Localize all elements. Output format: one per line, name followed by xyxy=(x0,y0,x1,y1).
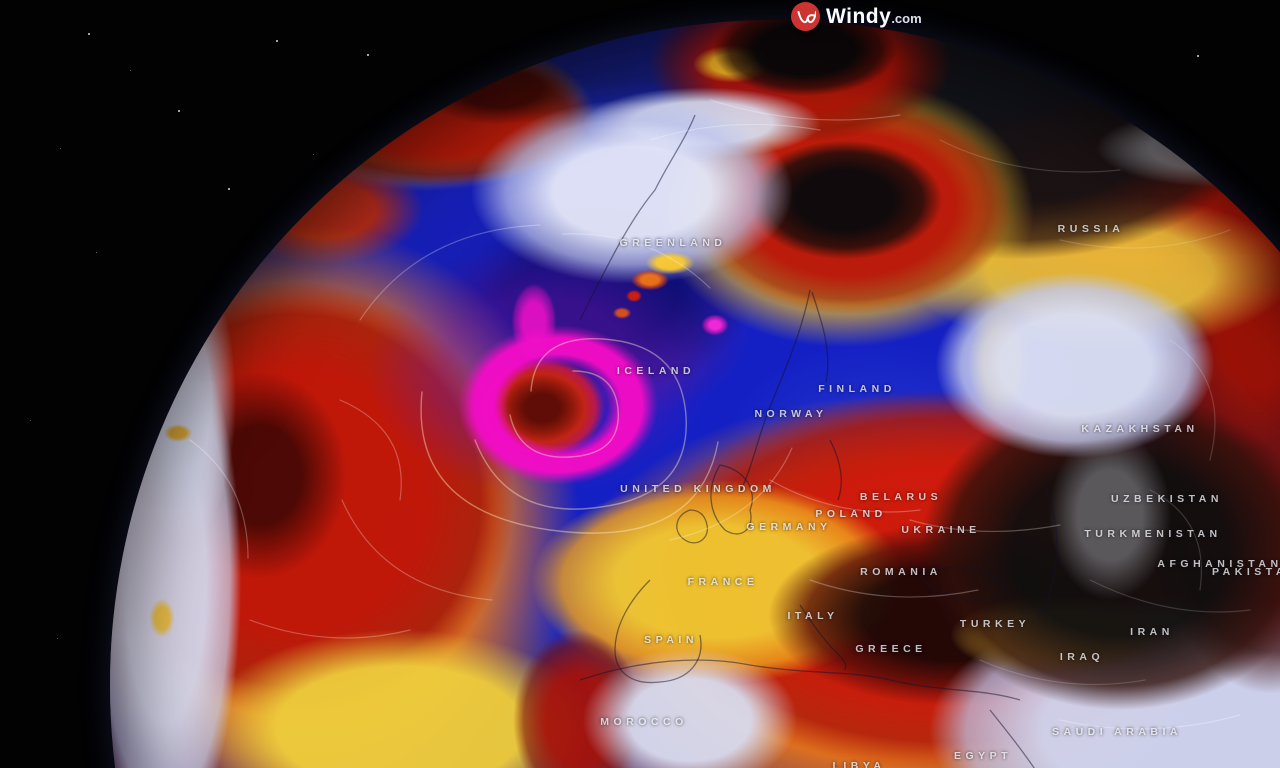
star xyxy=(367,54,369,56)
windy-swirl-icon xyxy=(791,2,820,31)
coastlines xyxy=(579,114,1058,768)
star xyxy=(60,148,61,149)
star xyxy=(88,33,90,35)
star xyxy=(313,154,314,155)
windy-logo[interactable]: Windy .com xyxy=(791,2,922,31)
windy-wordmark: Windy .com xyxy=(826,5,922,29)
star xyxy=(178,110,180,112)
windy-logo-suffix: .com xyxy=(891,10,922,26)
globe-map[interactable] xyxy=(110,20,1280,768)
wind-streamlines xyxy=(189,99,1251,730)
map-overlays xyxy=(189,99,1251,768)
windy-logo-text: Windy xyxy=(826,4,892,28)
star xyxy=(228,188,230,190)
star xyxy=(276,40,278,42)
star xyxy=(1197,55,1199,57)
star xyxy=(30,420,31,421)
star xyxy=(130,70,131,71)
star xyxy=(96,252,97,253)
star xyxy=(57,638,58,639)
